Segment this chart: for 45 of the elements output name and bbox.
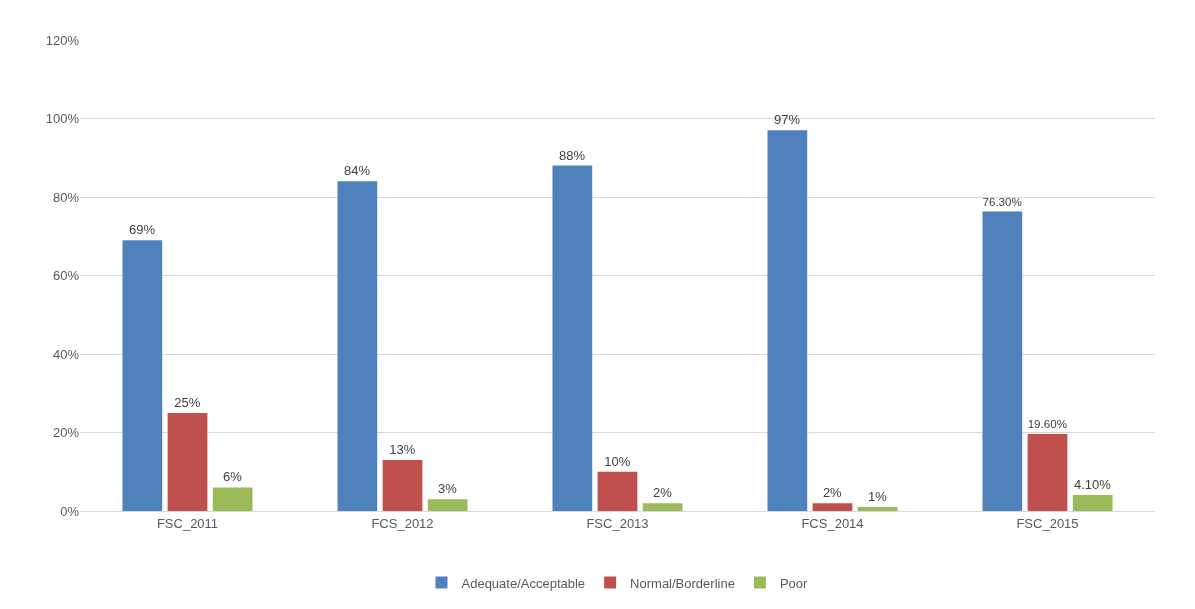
x-tick-label: FSC_2011: [156, 515, 219, 531]
y-tick-label: 0%: [60, 503, 80, 519]
bar: [767, 130, 808, 511]
y-tick-label: 20%: [52, 425, 80, 441]
bar: [1072, 494, 1113, 511]
x-tick-label: FSC_2015: [1016, 515, 1079, 531]
legend-label: Poor: [779, 575, 809, 591]
data-label: 6%: [223, 469, 243, 485]
data-label: 10%: [604, 453, 631, 469]
data-label: 4.10%: [1074, 476, 1112, 492]
bar: [812, 503, 853, 511]
data-label: 1%: [868, 489, 888, 505]
bar: [642, 503, 683, 511]
bar: [337, 181, 378, 511]
y-tick-label: 60%: [52, 268, 80, 284]
data-label: 88%: [559, 147, 586, 163]
y-tick-label: 80%: [52, 189, 80, 205]
data-label: 3%: [438, 481, 458, 497]
data-label: 69%: [129, 222, 156, 238]
data-label: 13%: [389, 441, 416, 457]
y-tick-label: 40%: [52, 346, 80, 362]
bar: [122, 240, 163, 511]
y-tick-label: 100%: [45, 111, 80, 127]
data-label: 2%: [822, 485, 843, 501]
data-label: 97%: [774, 112, 801, 128]
y-tick-label: 120%: [45, 32, 80, 48]
data-label: 25%: [174, 394, 201, 410]
x-tick-label: FCS_2014: [801, 515, 864, 531]
bar: [597, 471, 638, 511]
bar: [552, 165, 593, 511]
bar: [982, 211, 1023, 511]
bar: [382, 459, 423, 511]
bar: [167, 412, 208, 511]
data-label: 84%: [344, 163, 371, 179]
data-label: 19.60%: [1027, 417, 1067, 431]
legend-label: Normal/Borderline: [630, 575, 735, 591]
x-tick-label: FCS_2012: [371, 515, 434, 531]
x-tick-label: FSC_2013: [586, 515, 649, 531]
data-label: 76.30%: [982, 194, 1022, 208]
bar: [212, 487, 253, 511]
legend-label: Adequate/Acceptable: [461, 575, 586, 591]
bar: [857, 507, 898, 511]
bar: [427, 499, 468, 511]
data-label: 2%: [653, 485, 673, 501]
bar: [1027, 434, 1068, 511]
